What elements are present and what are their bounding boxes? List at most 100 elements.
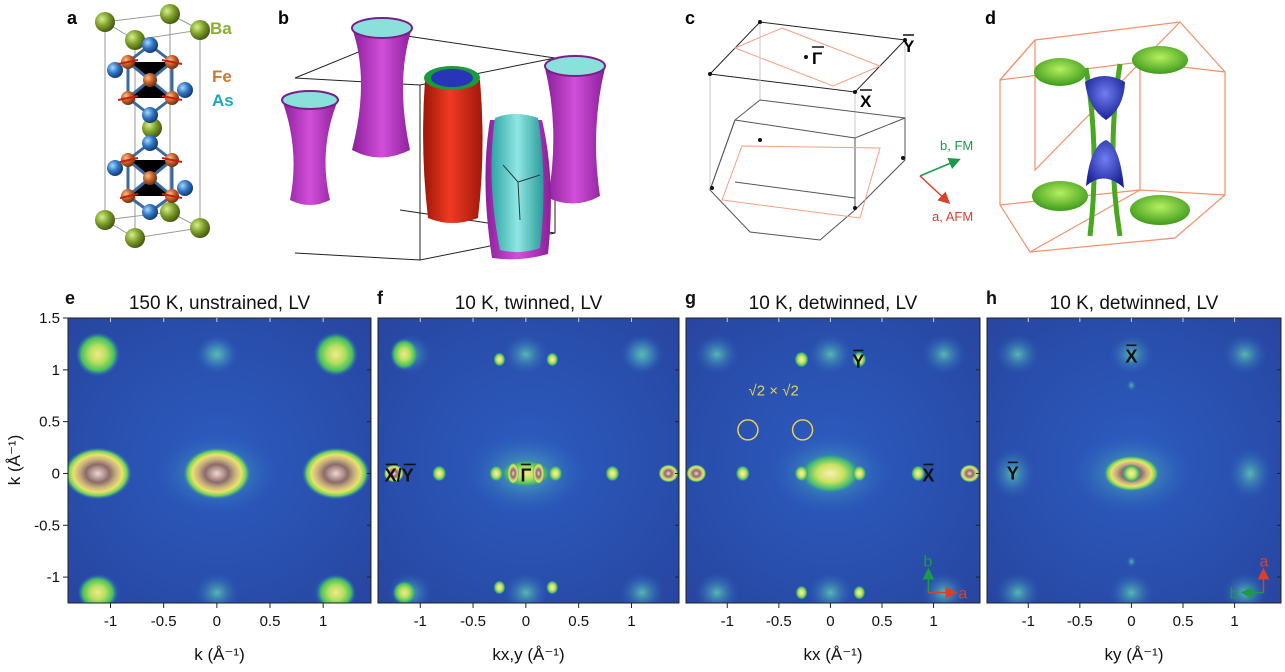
heatmap-row: -1 -0.5 0 0.5 1 150 K, unstrained, LV e k (Å⁻¹)… [5,288,1282,664]
panel-letter-g: g [685,288,696,308]
x-tick-label: 0.5 [568,613,589,630]
corner-dot [708,72,712,76]
as-atoms [107,37,193,220]
faint-spot [620,572,665,603]
zone-pocket [686,464,707,483]
faint-spot [990,447,1035,500]
faint-spot [624,336,661,373]
x-tick-label: 1 [627,613,635,630]
x-tick-label: -1 [1022,613,1035,630]
x-tick-label: 1 [929,613,937,630]
sqrt2-annotation: √2 × √2 [749,383,799,400]
heatmap-panel-f: -1 -0.5 0 0.5 1 10 K, twinned, LV f kx,y (Å⁻¹) [377,288,680,664]
y-tick-label: 0.5 [39,414,60,431]
x-tick-label: 0 [1127,613,1135,630]
heatmap-intensity [990,334,1273,603]
pocket-front [485,114,551,260]
legend-ba: Ba [210,19,232,38]
satellite-spot [794,351,809,368]
high-symmetry-label: Γ [520,465,531,485]
panel-letter-f: f [377,288,384,308]
faint-spot [694,334,739,375]
gamma-pocket [800,453,861,494]
zone-corner-pocket [313,332,358,377]
high-symmetry-label: X [922,465,934,485]
faint-spot [1222,334,1267,375]
panel-letter-h: h [986,288,997,308]
panel-d: d [985,8,1226,253]
x-tick-label: -0.5 [1067,613,1093,630]
panel-b: b [278,8,606,261]
heatmap-intensity [383,334,679,603]
x-tick-label: 0 [826,613,834,630]
satellite-spot [853,585,866,600]
high-symmetry-label: X/Y [385,465,414,485]
pocket-back [351,17,413,158]
faint-spot [995,572,1040,603]
satellite-spot [795,585,808,600]
y-tick-label: 0 [52,465,60,482]
x-label: X [860,92,872,111]
zone-corner-pocket [75,332,120,377]
panel-letter-d: d [985,8,996,28]
gamma-hole-pocket [182,447,251,500]
bz-guide-lines [709,22,906,210]
faint-spot [1126,555,1137,568]
y-axis-label: k (Å⁻¹) [5,435,24,486]
a-axis-arrow [919,175,951,205]
high-symmetry-label: Y [852,351,864,371]
x-tick-label: -1 [414,613,427,630]
heatmap-intensity [68,332,370,603]
y-tick-label: 1.5 [39,310,60,327]
pocket-left [281,90,339,205]
panel-letter-c: c [685,8,695,28]
heatmap-title: 150 K, unstrained, LV [129,293,311,314]
faint-spot [1109,572,1154,603]
x-tick-label: 0.5 [1173,613,1194,630]
zone-corner-pocket [77,574,118,603]
faint-spot [694,572,739,603]
high-symmetry-label: X [1125,346,1137,366]
a-axis-label: a [1259,554,1268,571]
bz-dot [710,186,714,190]
zone-pocket [959,464,980,483]
bz-dot [758,138,762,142]
panel-letter-a: a [67,8,78,28]
ba-atoms [95,4,210,248]
b-axis-label: b [1229,586,1238,603]
satellite-spot [605,465,620,482]
x-tick-label: -0.5 [460,613,486,630]
satellite-spot [546,580,559,595]
x-tick-label: 0 [213,613,221,630]
heatmap-frame [685,317,981,604]
satellite-spot [493,352,506,367]
x-axis-label: ky (Å⁻¹) [1104,645,1163,664]
heatmap-panel-g: -1 -0.5 0 0.5 1 10 K, detwinned, LV g kx (Å⁻¹) [685,288,981,664]
satellite-spot [493,580,506,595]
b-axis-label: b, FM [940,138,973,153]
faint-spot [194,572,239,603]
x-tick-label: 1 [1230,613,1238,630]
satellite-spot [911,465,926,482]
x-tick-label: -1 [104,613,117,630]
heatmap-frame [986,317,1282,604]
faint-spot [198,338,235,371]
heatmap-panel-e: -1 -0.5 0 0.5 1 150 K, unstrained, LV e k (Å⁻¹) [65,288,372,664]
heatmap-frame [377,317,680,604]
zone-corner-pocket [315,574,356,603]
faint-spot [995,334,1040,375]
y-dot [903,38,907,42]
a-axis-label: a [958,586,967,603]
legend-fe: Fe [212,67,232,86]
faint-spot [503,572,548,603]
satellite-spot [852,351,867,368]
x-dot [853,90,857,94]
x-tick-label: 0.5 [260,613,281,630]
b-axis-label: b [923,554,932,571]
panel-letter-e: e [65,288,75,308]
x-tick-label: 0 [522,613,530,630]
satellite-spot [432,465,447,482]
x-tick-label: 0.5 [872,613,893,630]
satellite-spot [852,465,867,482]
heatmap-title: 10 K, twinned, LV [455,293,603,314]
